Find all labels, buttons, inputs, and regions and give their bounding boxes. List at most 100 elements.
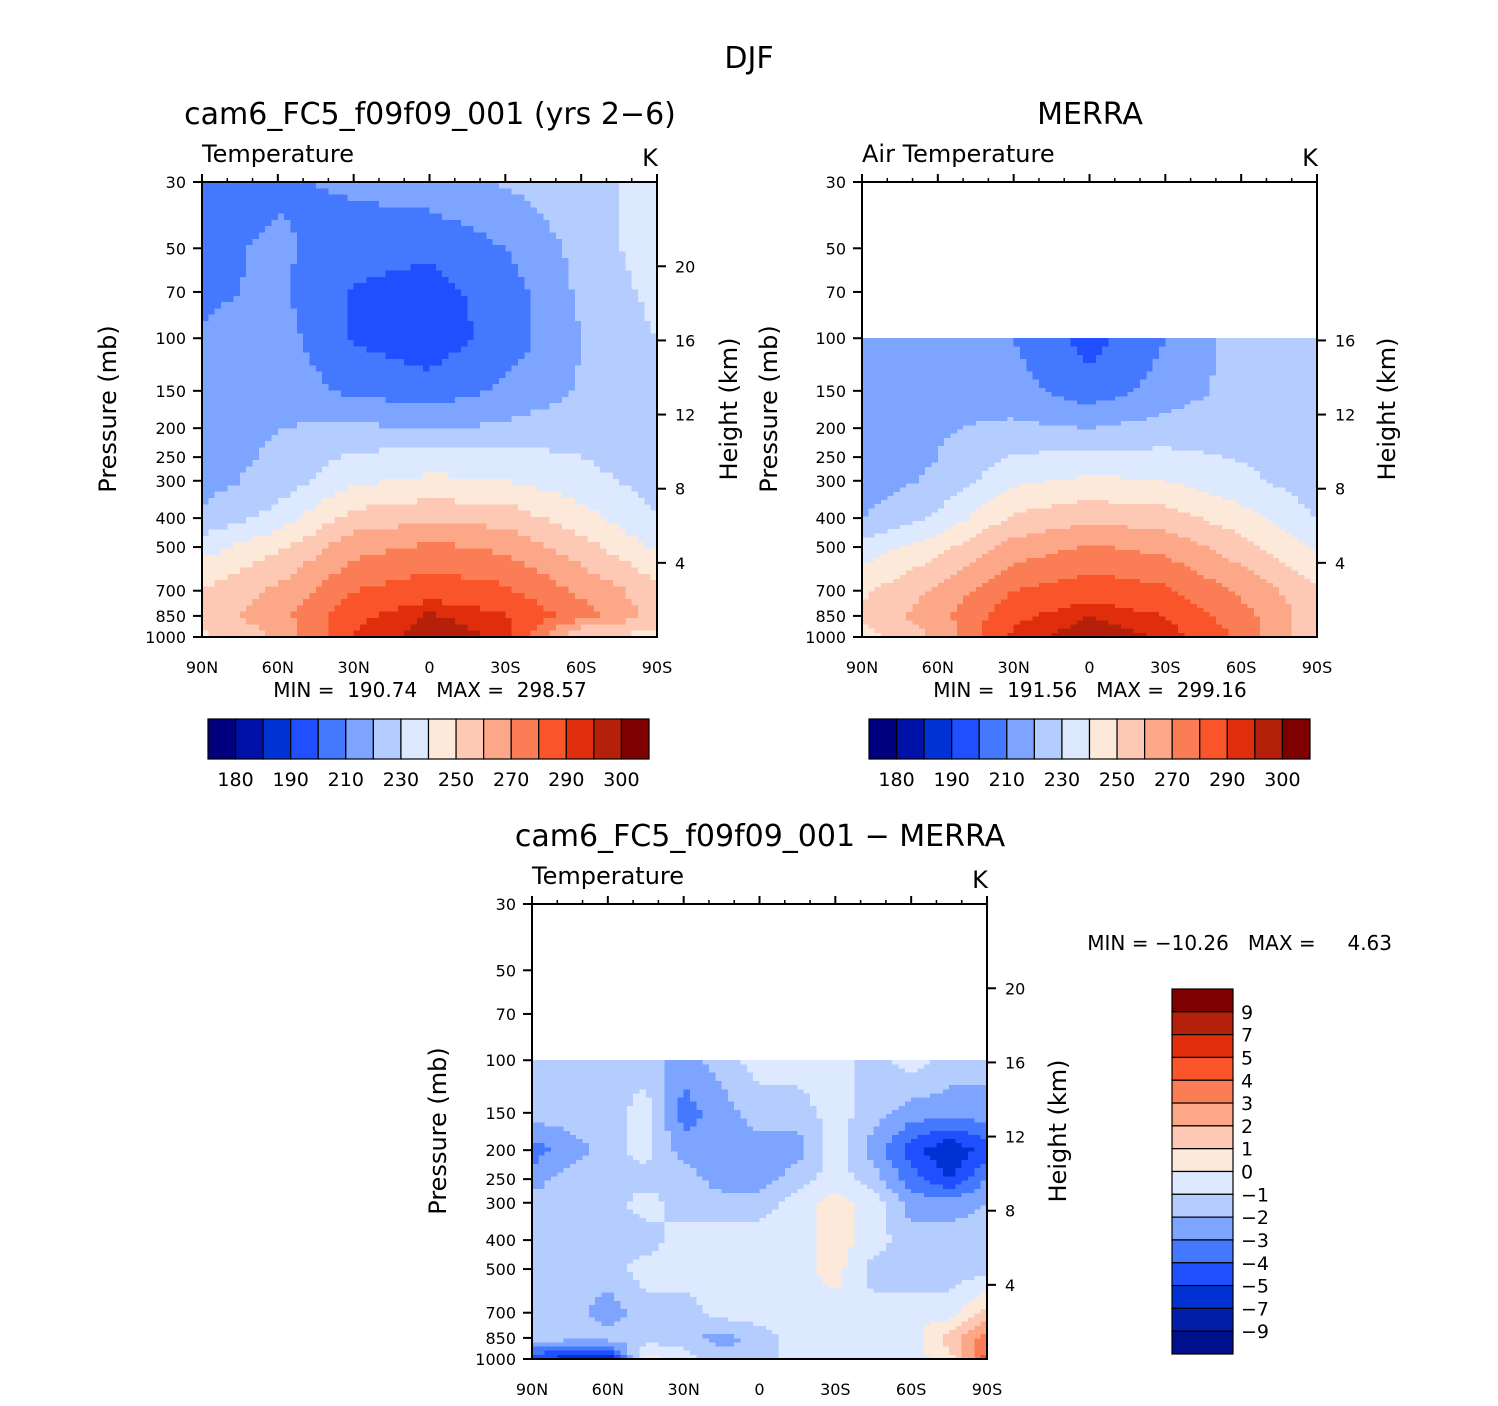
contour-cell <box>593 573 601 581</box>
contour-cell <box>378 257 386 265</box>
contour-cell <box>499 358 506 366</box>
contour-cell <box>341 321 348 328</box>
contour-cell <box>322 472 329 480</box>
contour-cell <box>397 510 405 518</box>
contour-cell <box>252 485 260 493</box>
contour-cell <box>581 396 589 404</box>
contour-cell <box>397 390 405 398</box>
contour-cell <box>410 371 418 379</box>
contour-cell <box>252 510 260 518</box>
contour-cell <box>341 516 348 524</box>
contour-cell <box>277 213 285 221</box>
contour-cell <box>562 510 570 518</box>
contour-cell <box>220 472 228 480</box>
contour-cell <box>429 257 437 265</box>
contour-cell <box>467 409 475 417</box>
contour-cell <box>265 289 273 297</box>
contour-cell <box>619 396 626 404</box>
contour-cell <box>435 371 443 379</box>
contour-cell <box>555 561 563 569</box>
contour-cell <box>397 516 405 524</box>
contour-cell <box>277 238 285 246</box>
contour-cell <box>555 358 563 366</box>
contour-cell <box>593 510 601 518</box>
contour-cell <box>530 586 538 594</box>
contour-cell <box>271 523 279 531</box>
contour-cell <box>429 497 437 505</box>
contour-cell <box>486 327 494 335</box>
contour-cell <box>543 352 551 360</box>
contour-cell <box>290 308 298 316</box>
contour-cell <box>612 479 620 486</box>
contour-cell <box>568 529 576 537</box>
contour-cell <box>631 314 639 322</box>
contour-cell <box>359 472 367 480</box>
contour-cell <box>505 226 513 234</box>
contour-cell <box>347 371 355 379</box>
contour-cell <box>473 302 481 309</box>
contour-cell <box>473 251 481 259</box>
contour-cell <box>404 327 412 335</box>
contour-cell <box>322 188 329 196</box>
contour-cell <box>404 358 412 366</box>
contour-cell <box>410 219 418 227</box>
contour-cell <box>480 447 487 455</box>
contour-cell <box>265 245 273 253</box>
contour-cell <box>258 485 266 493</box>
contour-cell <box>587 441 595 449</box>
contour-cell <box>461 466 469 474</box>
contour-cell <box>258 415 266 423</box>
contour-cell <box>271 232 279 240</box>
contour-cell <box>423 251 431 259</box>
contour-cell <box>461 339 469 347</box>
contour-cell <box>612 358 620 366</box>
contour-cell <box>220 238 228 246</box>
contour-cell <box>517 377 525 385</box>
contour-cell <box>454 428 462 436</box>
contour-cell <box>277 219 285 227</box>
contour-cell <box>442 396 450 404</box>
contour-cell <box>568 327 576 335</box>
contour-cell <box>606 580 614 588</box>
contour-cell <box>359 314 367 322</box>
contour-cell <box>499 238 506 246</box>
contour-cell <box>473 295 481 303</box>
contour-cell <box>574 327 582 335</box>
contour-cell <box>359 207 367 215</box>
contour-cell <box>461 567 469 575</box>
contour-cell <box>328 365 336 373</box>
contour-cell <box>366 264 374 272</box>
contour-cell <box>638 308 645 316</box>
contour-cell <box>277 251 285 259</box>
contour-cell <box>265 561 273 569</box>
contour-cell <box>315 561 323 569</box>
contour-cell <box>619 504 626 512</box>
contour-cell <box>543 548 551 556</box>
contour-cell <box>517 535 525 543</box>
contour-cell <box>258 441 266 449</box>
contour-cell <box>549 308 557 316</box>
contour-cell <box>536 321 544 328</box>
contour-cell <box>587 213 595 221</box>
contour-cell <box>429 599 437 606</box>
contour-cell <box>378 441 386 449</box>
contour-cell <box>492 504 500 512</box>
contour-cell <box>536 447 544 455</box>
contour-cell <box>290 321 298 328</box>
contour-cell <box>454 441 462 449</box>
contour-cell <box>397 289 405 297</box>
contour-cell <box>284 504 292 512</box>
contour-cell <box>555 238 563 246</box>
contour-cell <box>366 516 374 524</box>
contour-cell <box>378 226 386 234</box>
contour-cell <box>631 396 639 404</box>
contour-cell <box>625 561 633 569</box>
contour-cell <box>416 245 424 253</box>
contour-cell <box>625 611 633 619</box>
contour-cell <box>568 510 576 518</box>
contour-cell <box>435 333 443 341</box>
contour-cell <box>271 460 279 467</box>
contour-cell <box>650 245 658 253</box>
contour-cell <box>606 194 614 202</box>
contour-cell <box>252 497 260 505</box>
